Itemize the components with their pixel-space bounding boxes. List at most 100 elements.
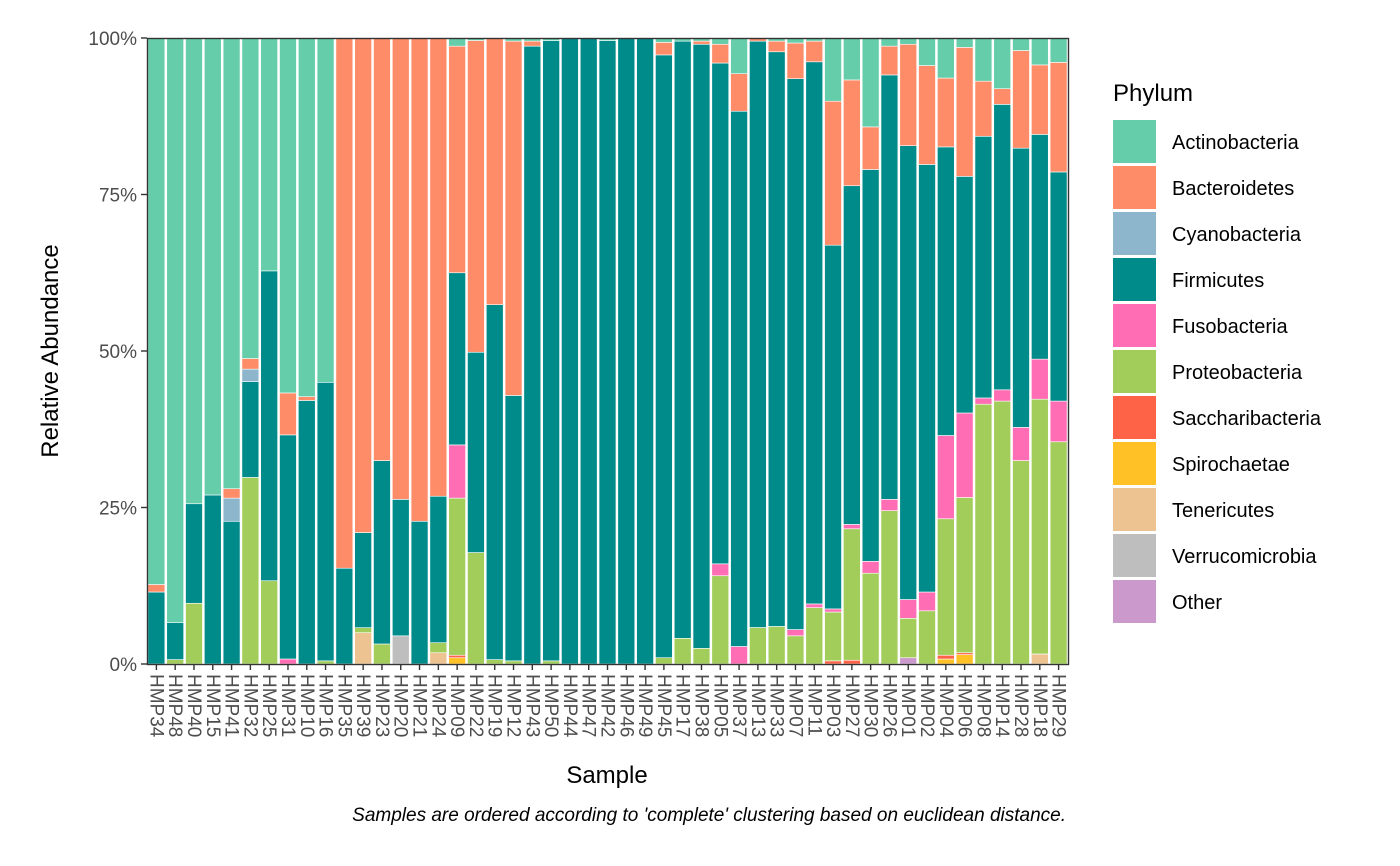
bar-segment-hmp01-firmicutes [899,145,918,600]
y-axis: 0% 25% 50% 75% 100% [88,29,147,676]
bar-segment-hmp27-bacteroidetes [843,79,861,187]
x-tick-label: HMP17 [672,674,693,737]
x-tick-label: HMP35 [333,674,354,737]
bar-segment-hmp24-firmicutes [429,495,448,644]
bar-segment-hmp09-spirochaetae [448,657,466,665]
bar-segment-hmp41-cyanobacteria [222,497,241,522]
x-tick-label: HMP50 [540,674,561,737]
y-tick-label: 75% [99,186,137,207]
bar-segment-hmp27-fusobacteria [843,524,861,530]
x-axis-title: Sample [566,762,647,789]
bar-segment-hmp01-bacteroidetes [899,43,918,146]
legend-key-saccharibacteria [1113,396,1156,439]
bar-segment-hmp26-actinobacteria [880,37,899,47]
bar-segment-hmp24-proteobacteria [429,642,448,654]
bar-segment-hmp05-proteobacteria [711,575,730,665]
legend-key-tenericutes [1113,488,1156,531]
bar-segment-hmp34-firmicutes [147,591,166,665]
bar-segment-hmp03-fusobacteria [824,608,842,613]
bar-segment-hmp27-saccharibacteria [843,659,861,665]
bar-segment-hmp09-proteobacteria [448,497,466,656]
bar-segment-hmp30-proteobacteria [861,572,880,665]
legend-label-proteobacteria: Proteobacteria [1172,362,1303,384]
bar-segment-hmp23-firmicutes [373,460,391,645]
bar-segment-hmp02-proteobacteria [918,610,936,665]
bar-segment-hmp27-proteobacteria [843,528,861,661]
bar-segment-hmp04-saccharibacteria [937,654,955,660]
x-tick-label: HMP13 [747,674,768,737]
x-tick-label: HMP34 [145,674,166,738]
bar-segment-hmp37-firmicutes [730,110,748,647]
bar-segment-hmp21-firmicutes [410,520,429,665]
x-tick-label: HMP16 [315,674,336,737]
bar-segment-hmp37-bacteroidetes [730,73,748,112]
x-tick-label: HMP27 [841,674,862,737]
bar-segment-hmp10-actinobacteria [298,37,316,398]
bar-segment-hmp04-proteobacteria [937,518,955,656]
caption: Samples are ordered according to 'comple… [352,805,1066,826]
bar-segment-hmp11-firmicutes [805,61,824,605]
bar-segment-hmp13-firmicutes [749,40,767,628]
bar-segment-hmp40-firmicutes [185,503,203,604]
bar-segment-hmp13-proteobacteria [749,627,767,665]
bar-segment-hmp19-firmicutes [485,304,504,660]
x-tick-label: HMP45 [653,674,674,737]
bar-segment-hmp04-bacteroidetes [937,77,955,148]
bar-segment-hmp48-firmicutes [166,622,184,660]
bar-segment-hmp33-firmicutes [767,51,786,627]
legend-key-other [1113,580,1156,623]
bar-segment-hmp39-proteobacteria [354,627,372,634]
bar-segment-hmp42-firmicutes [598,40,617,665]
bar-segment-hmp24-tenericutes [429,652,448,665]
bar-segment-hmp15-firmicutes [204,494,222,665]
x-tick-label: HMP21 [409,674,430,737]
bar-segment-hmp47-firmicutes [579,37,598,665]
bar-segment-hmp29-bacteroidetes [1049,62,1068,173]
bar-segment-hmp39-bacteroidetes [354,37,372,533]
bar-segment-hmp19-proteobacteria [485,659,504,665]
bars-layer [147,37,1068,665]
bar-segment-hmp06-actinobacteria [955,37,974,48]
x-tick-label: HMP08 [972,674,993,737]
x-tick-label: HMP15 [202,674,223,737]
bar-segment-hmp14-firmicutes [993,104,1011,391]
bar-segment-hmp06-firmicutes [955,176,974,414]
bar-segment-hmp08-proteobacteria [974,403,993,665]
y-tick-label: 25% [99,499,137,520]
bar-segment-hmp29-firmicutes [1049,171,1068,402]
x-tick-label: HMP20 [390,674,411,737]
x-axis: HMP34HMP48HMP40HMP15HMP41HMP32HMP25HMP31… [145,664,1069,738]
bar-segment-hmp20-verrucomicrobia [391,635,410,665]
bar-segment-hmp30-bacteroidetes [861,126,880,170]
legend-key-spirochaetae [1113,442,1156,485]
legend-key-proteobacteria [1113,350,1156,393]
x-tick-label: HMP47 [578,674,599,737]
x-tick-label: HMP18 [1029,674,1050,737]
bar-segment-hmp26-fusobacteria [880,499,899,511]
legend-label-saccharibacteria: Saccharibacteria [1172,408,1322,430]
bar-segment-hmp14-actinobacteria [993,37,1011,90]
bar-segment-hmp11-bacteroidetes [805,40,824,63]
bar-segment-hmp31-bacteroidetes [279,392,297,436]
bar-segment-hmp18-fusobacteria [1031,358,1049,400]
bar-segment-hmp38-proteobacteria [692,648,711,665]
bar-segment-hmp14-fusobacteria [993,389,1011,402]
bar-segment-hmp39-firmicutes [354,532,372,628]
bar-segment-hmp28-actinobacteria [1012,37,1030,51]
bar-segment-hmp10-firmicutes [298,400,316,665]
bar-segment-hmp23-proteobacteria [373,643,391,665]
bar-segment-hmp31-fusobacteria [279,658,297,665]
bar-segment-hmp20-firmicutes [391,499,410,637]
bar-segment-hmp28-proteobacteria [1012,460,1030,665]
bar-segment-hmp32-firmicutes [241,381,260,478]
legend-label-firmicutes: Firmicutes [1172,270,1264,292]
bar-segment-hmp40-actinobacteria [185,37,203,505]
x-tick-label: HMP39 [352,674,373,737]
x-tick-label: HMP42 [597,674,618,737]
bar-segment-hmp17-proteobacteria [673,638,692,665]
bar-segment-hmp25-proteobacteria [260,580,278,665]
bar-segment-hmp41-bacteroidetes [222,488,241,499]
x-tick-label: HMP07 [784,674,805,737]
x-tick-label: HMP49 [634,674,655,737]
